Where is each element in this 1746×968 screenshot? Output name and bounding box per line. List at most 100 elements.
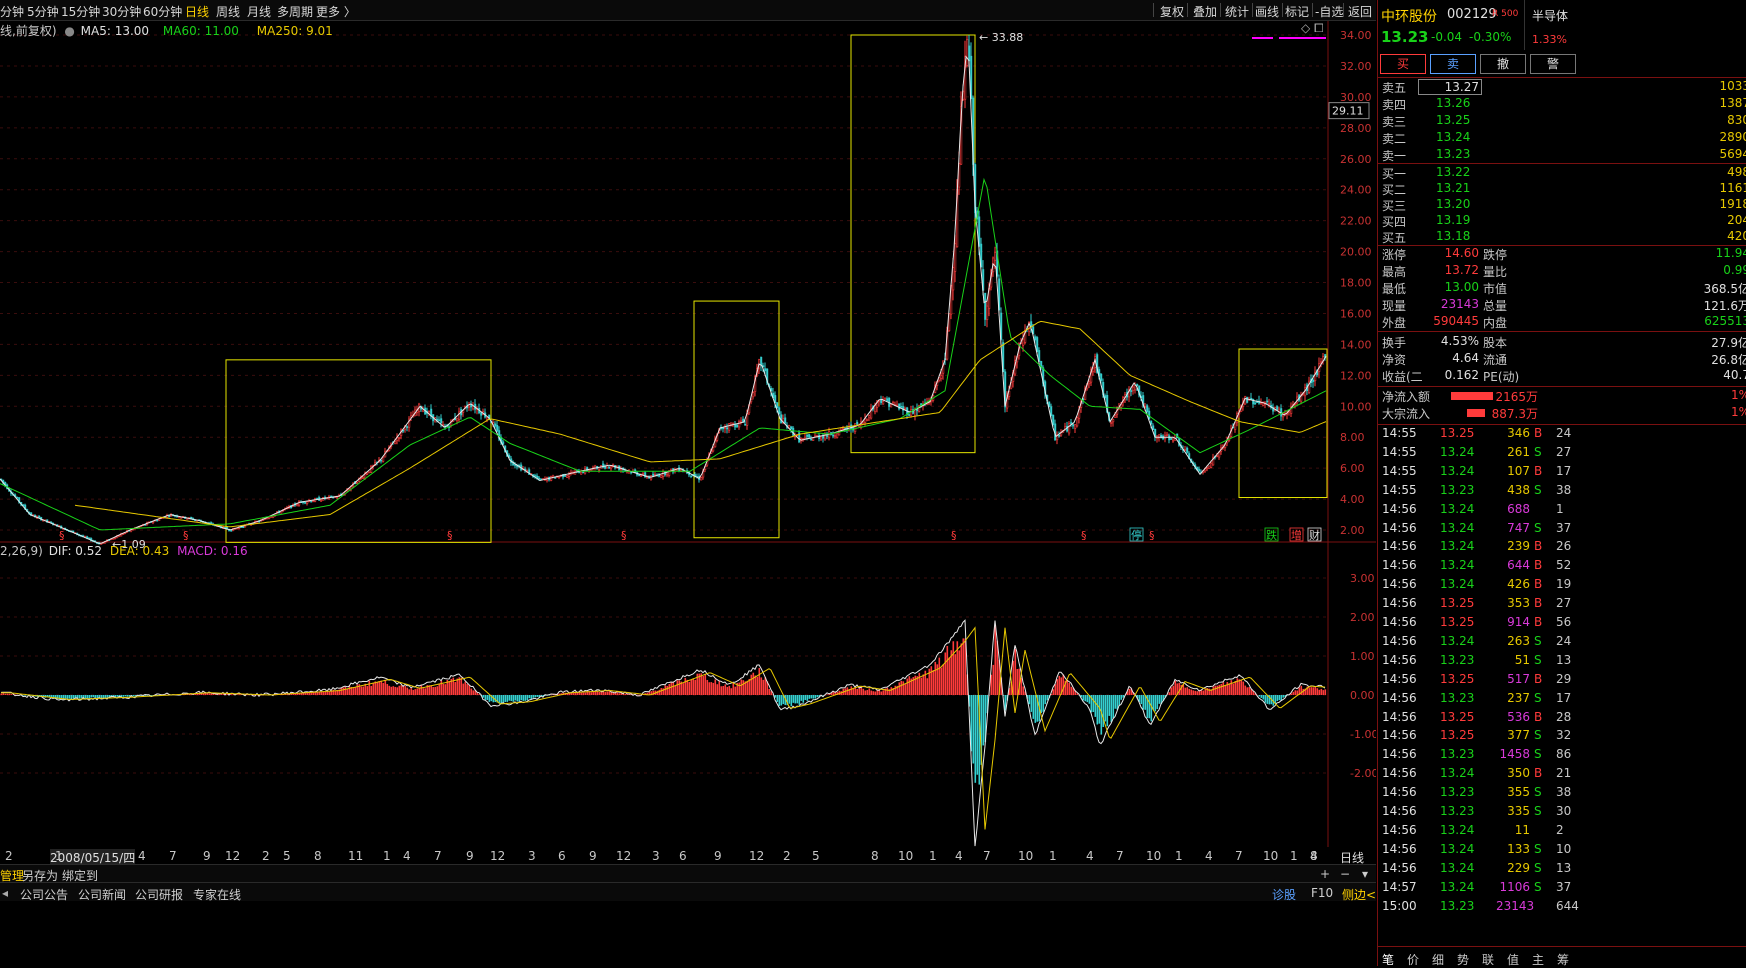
- period-5min[interactable]: 5分钟: [27, 5, 59, 19]
- tab-research[interactable]: 公司研报: [135, 888, 184, 902]
- period-15min[interactable]: 15分钟: [61, 5, 101, 19]
- minus-icon[interactable]: −: [1340, 867, 1351, 881]
- side-panel-button[interactable]: 侧边<: [1342, 888, 1377, 902]
- tab-save-as[interactable]: 另存为: [22, 869, 59, 883]
- quote-value: 13.00: [1444, 280, 1479, 294]
- macd-bar: [1246, 687, 1249, 695]
- event-marker[interactable]: 增: [1291, 528, 1302, 542]
- macd-bar: [1098, 695, 1101, 724]
- tab-bind-to[interactable]: 绑定到: [62, 869, 99, 883]
- tab-ticks[interactable]: 笔: [1382, 953, 1395, 967]
- event-marker[interactable]: 停: [1131, 528, 1142, 542]
- add-icon[interactable]: +: [1320, 867, 1331, 881]
- period-daily[interactable]: 日线: [185, 5, 210, 19]
- event-marker-box[interactable]: [1289, 527, 1304, 542]
- macd-bar: [626, 693, 629, 695]
- cancel-order-button[interactable]: 撤: [1480, 54, 1526, 74]
- tab-detail[interactable]: 细: [1432, 953, 1445, 967]
- macd-bar: [230, 694, 233, 695]
- chevron-left-icon[interactable]: ◂: [2, 886, 9, 900]
- watchlist-button[interactable]: -自选: [1315, 5, 1344, 19]
- diamond-icon[interactable]: ◇: [1301, 21, 1311, 35]
- candle-body: [1198, 468, 1201, 472]
- tab-announcements[interactable]: 公司公告: [20, 888, 69, 902]
- tab-chips[interactable]: 筹: [1557, 953, 1570, 967]
- event-marker[interactable]: §: [447, 529, 453, 542]
- tab-main[interactable]: 主: [1532, 953, 1545, 967]
- alert-button[interactable]: 警: [1530, 54, 1576, 74]
- chevron-down-icon[interactable]: ▾: [1362, 867, 1369, 881]
- kline-chart[interactable]: 34.00 32.00 30.00 28.00 26.00 24.00 22.00 20.00…: [0, 21, 1378, 847]
- period-30min[interactable]: 30分钟: [102, 5, 142, 19]
- event-marker[interactable]: §: [183, 529, 189, 542]
- tab-manage[interactable]: 管理: [0, 869, 25, 883]
- period-multi[interactable]: 多周期: [277, 5, 314, 19]
- back-button[interactable]: 返回: [1348, 5, 1373, 19]
- buy-button[interactable]: 买: [1380, 54, 1426, 74]
- macd-bar: [368, 680, 371, 695]
- tab-trend[interactable]: 势: [1457, 953, 1470, 967]
- diagnose-button[interactable]: 诊股: [1272, 888, 1297, 902]
- macd-bar: [586, 691, 589, 695]
- tab-expert[interactable]: 专家在线: [193, 888, 242, 902]
- stats-button[interactable]: 统计: [1225, 5, 1250, 19]
- candle-body: [268, 516, 271, 519]
- candle-body: [564, 475, 567, 477]
- sell-button[interactable]: 卖: [1430, 54, 1476, 74]
- settings-dot-icon[interactable]: ●: [64, 24, 75, 38]
- macd-bar: [128, 695, 131, 697]
- x-axis-label: 9: [589, 849, 597, 863]
- candle-body: [114, 537, 117, 540]
- macd-bar: [1030, 695, 1033, 712]
- event-marker[interactable]: 跌: [1266, 528, 1277, 542]
- macd-bar: [974, 695, 977, 783]
- tick-row: 14:56 13.24 688 1: [1378, 502, 1746, 519]
- period-weekly[interactable]: 周线: [216, 5, 241, 19]
- toolbar-divider: [1187, 3, 1188, 17]
- period-more[interactable]: 更多 〉: [316, 5, 356, 19]
- tab-price[interactable]: 价: [1407, 953, 1420, 967]
- period-60min[interactable]: 60分钟: [143, 5, 183, 19]
- event-marker[interactable]: §: [951, 529, 957, 542]
- macd-bar: [950, 650, 953, 695]
- mark-button[interactable]: 标记: [1285, 5, 1310, 19]
- event-marker-box[interactable]: [1129, 527, 1144, 542]
- macd-bar: [544, 695, 547, 696]
- tick-list[interactable]: 14:55 13.25 346 B 24 14:55 13.24 261 S 27 14:55 13.…: [1378, 426, 1746, 946]
- event-marker-box[interactable]: [1264, 527, 1279, 542]
- macd-bar: [708, 682, 711, 695]
- ask-price: 13.24: [1436, 130, 1471, 144]
- macd-bar: [226, 693, 229, 695]
- event-marker[interactable]: §: [1081, 529, 1087, 542]
- bid-label: 买一: [1382, 167, 1407, 181]
- restore-rights-button[interactable]: 复权: [1160, 5, 1185, 19]
- tab-value[interactable]: 值: [1507, 953, 1520, 967]
- macd-bar: [1294, 690, 1297, 695]
- event-marker-box[interactable]: [1307, 527, 1322, 542]
- event-marker[interactable]: §: [621, 529, 627, 542]
- macd-bar: [946, 645, 949, 695]
- kline-chart-area[interactable]: 34.00 32.00 30.00 28.00 26.00 24.00 22.00 20.00…: [0, 21, 1378, 847]
- macd-bar: [1120, 695, 1123, 700]
- tab-news[interactable]: 公司新闻: [78, 888, 127, 902]
- period-1min[interactable]: 分钟: [0, 5, 25, 19]
- tab-linked[interactable]: 联: [1482, 953, 1495, 967]
- event-marker[interactable]: 财: [1309, 528, 1320, 542]
- f10-button[interactable]: F10: [1311, 886, 1334, 900]
- macd-bar: [766, 681, 769, 695]
- event-marker[interactable]: §: [1149, 529, 1155, 542]
- sector-name[interactable]: 半导体: [1532, 9, 1569, 23]
- overlay-button[interactable]: 叠加: [1193, 5, 1218, 19]
- macd-bar: [984, 695, 987, 743]
- candle-body: [470, 404, 473, 408]
- macd-bar: [786, 695, 789, 706]
- macd-bar: [494, 695, 497, 703]
- window-icon[interactable]: ⧠: [1314, 21, 1324, 35]
- macd-bar: [668, 684, 671, 695]
- event-marker[interactable]: §: [59, 529, 65, 542]
- period-monthly[interactable]: 月线: [247, 5, 272, 19]
- macd-bar: [382, 682, 385, 695]
- macd-bar: [908, 676, 911, 695]
- candle-body: [1058, 434, 1061, 437]
- draw-line-button[interactable]: 画线: [1255, 5, 1280, 19]
